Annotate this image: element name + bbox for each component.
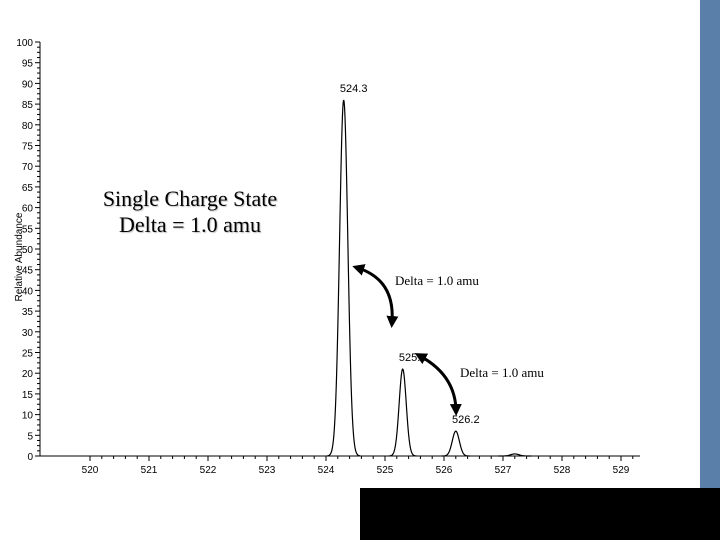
y-tick-label: 85: [22, 100, 34, 111]
peak-label: 525.3: [399, 352, 427, 364]
page-title: Determining Charge State: [120, 22, 422, 52]
y-tick-label: 45: [22, 266, 34, 277]
chart-panel: [20, 0, 700, 488]
x-tick-label: 527: [495, 465, 512, 476]
y-tick-label: 20: [22, 369, 34, 380]
x-tick-label: 524: [318, 465, 335, 476]
y-tick-label: 65: [22, 183, 34, 194]
callout-line-1: Single Charge State: [102, 186, 278, 211]
y-tick-label: 70: [22, 162, 34, 173]
right-banner-strip: [700, 0, 720, 490]
x-tick-label: 529: [613, 465, 630, 476]
delta-arrows: [352, 264, 462, 416]
x-tick-label: 521: [141, 465, 158, 476]
y-tick-label: 35: [22, 307, 34, 318]
peak-label: 526.2: [452, 414, 480, 426]
y-tick-label: 0: [27, 452, 33, 463]
peak-trace: [327, 99, 361, 457]
y-tick-label: 5: [27, 431, 33, 442]
peak-label: 524.3: [340, 83, 368, 95]
delta-label: Delta = 1.0 amu: [460, 365, 544, 380]
axes: [35, 41, 640, 461]
x-tick-label: 523: [259, 465, 276, 476]
y-tick-label: 95: [22, 59, 34, 70]
x-tick-label: 520: [82, 465, 99, 476]
y-axis-label: Relative Abundance: [14, 212, 25, 301]
x-tick-label: 525: [377, 465, 394, 476]
x-tick-label: 528: [554, 465, 571, 476]
y-tick-label: 30: [22, 328, 34, 339]
callout-line-2: Delta = 1.0 amu: [119, 212, 261, 237]
peak-trace: [441, 430, 470, 457]
peak-trace: [498, 453, 532, 457]
x-tick-label: 526: [436, 465, 453, 476]
y-tick-label: 40: [22, 286, 34, 297]
spectrum-traces: [327, 99, 532, 457]
charge-state-callout: Single Charge State Delta = 1.0 amu: [60, 186, 320, 238]
y-tick-label: 75: [22, 142, 34, 153]
y-tick-label: 10: [22, 411, 34, 422]
delta-label: Delta = 1.0 amu: [395, 273, 479, 288]
peak-trace: [388, 368, 417, 457]
delta-arrow: [352, 264, 399, 328]
y-tick-label: 80: [22, 121, 34, 132]
chart-labels: 0 5 10 15 20 25 30 35 40 45 50 55 60 65 70 75 80 85 90 95 10…: [14, 38, 630, 476]
y-tick-label: 60: [22, 204, 34, 215]
y-tick-label: 90: [22, 79, 34, 90]
y-tick-label: 100: [16, 38, 33, 49]
delta-arrow: [414, 353, 462, 416]
y-tick-label: 50: [22, 245, 34, 256]
y-tick-label: 25: [22, 349, 34, 360]
y-tick-label: 15: [22, 390, 34, 401]
corner-block: [360, 488, 720, 540]
y-tick-label: 55: [22, 224, 34, 235]
x-tick-label: 522: [200, 465, 217, 476]
